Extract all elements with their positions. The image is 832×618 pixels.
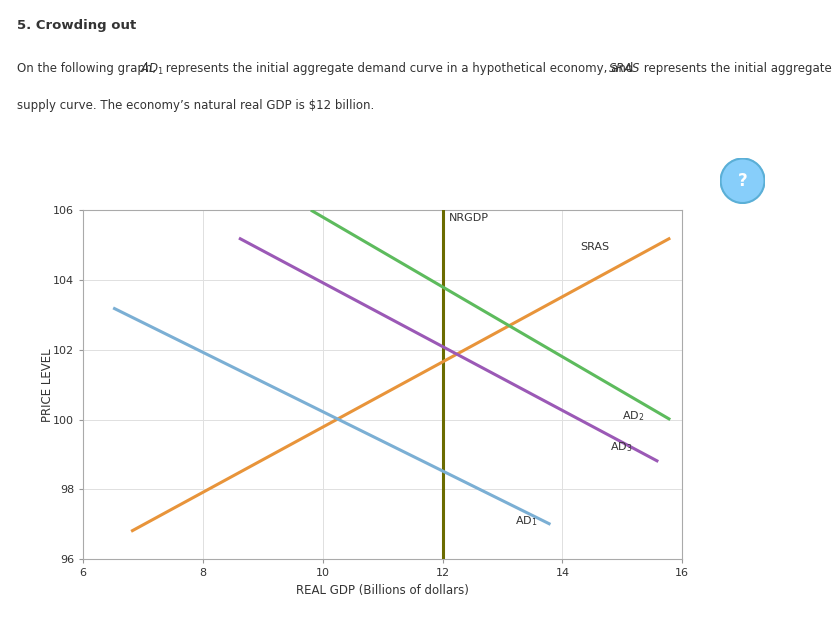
Text: AD$_2$: AD$_2$ (622, 409, 645, 423)
Text: NRGDP: NRGDP (448, 213, 488, 223)
Text: SRAS: SRAS (581, 242, 610, 252)
Text: AD$_1$: AD$_1$ (514, 514, 537, 528)
Text: supply curve. The economy’s natural real GDP is $12 billion.: supply curve. The economy’s natural real… (17, 99, 374, 112)
Text: On the following graph,: On the following graph, (17, 62, 160, 75)
Text: $AD_1$: $AD_1$ (140, 62, 164, 77)
X-axis label: REAL GDP (Billions of dollars): REAL GDP (Billions of dollars) (296, 584, 469, 597)
Text: $SRAS$: $SRAS$ (608, 62, 641, 75)
Text: AD$_3$: AD$_3$ (611, 441, 633, 454)
Circle shape (721, 158, 765, 203)
Text: represents the initial aggregate demand curve in a hypothetical economy, and: represents the initial aggregate demand … (162, 62, 637, 75)
Text: represents the initial aggregate: represents the initial aggregate (640, 62, 831, 75)
Y-axis label: PRICE LEVEL: PRICE LEVEL (41, 348, 54, 421)
Text: ?: ? (738, 172, 747, 190)
Text: 5. Crowding out: 5. Crowding out (17, 19, 136, 32)
